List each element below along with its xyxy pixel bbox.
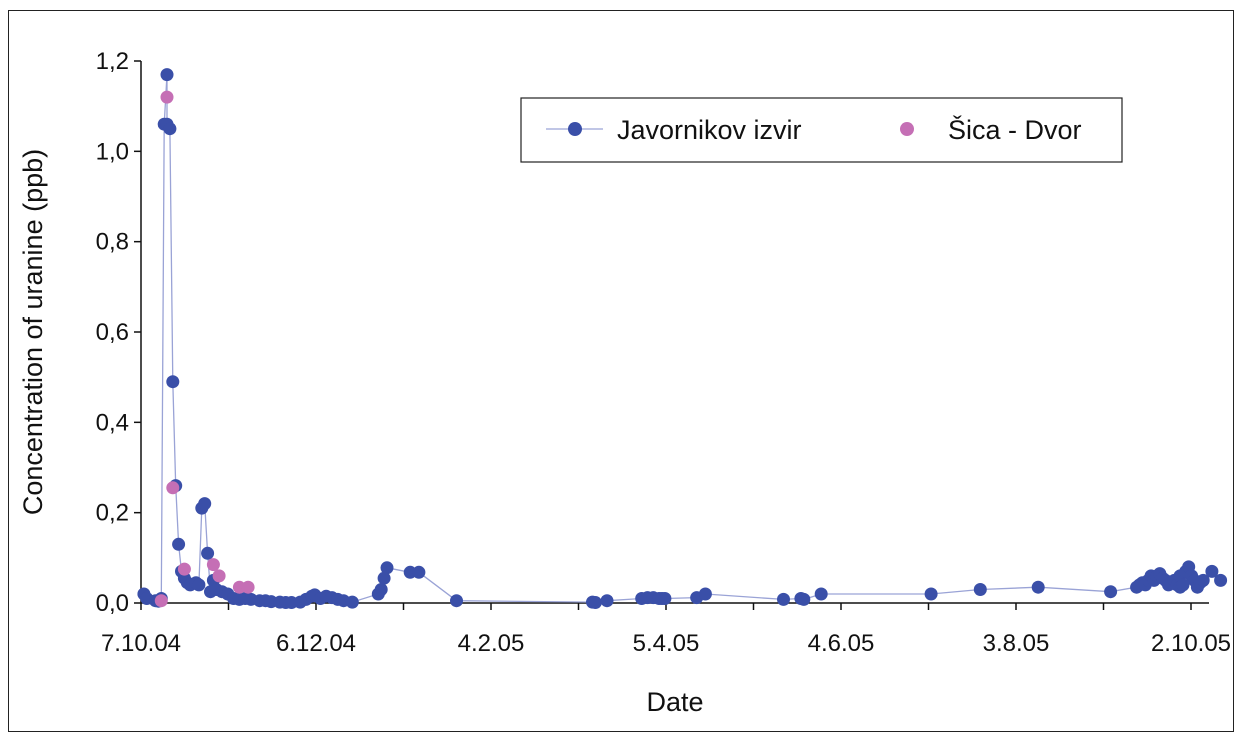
x-tick-label: 4.2.05: [458, 630, 525, 657]
point-sica: [154, 594, 168, 608]
point-javornikov: [924, 587, 938, 601]
x-tick-label: 3.8.05: [983, 630, 1050, 657]
y-tick-label: 0,2: [96, 500, 129, 527]
point-javornikov: [1031, 580, 1045, 594]
legend-marker-javornikov: [568, 122, 582, 136]
point-javornikov: [345, 595, 359, 609]
uranine-chart: 0,0 0,2 0,4 0,6 0,8 1,0 1,2 7.10.04 6.12.04 4.2.…: [18, 48, 1231, 717]
legend-box: [520, 97, 1123, 163]
point-sica: [166, 481, 180, 495]
y-tick-label: 1,0: [96, 138, 129, 165]
point-javornikov: [973, 583, 987, 596]
legend: Javornikov izvir Šica - Dvor: [520, 97, 1123, 163]
data-points: [137, 68, 1228, 609]
point-javornikov: [198, 497, 212, 511]
point-javornikov: [1196, 573, 1210, 587]
point-javornikov: [201, 546, 215, 560]
point-javornikov: [377, 571, 391, 585]
x-ticks: 7.10.04 6.12.04 4.2.05 5.4.05 4.6.05 3.8.05 2.…: [101, 603, 1231, 657]
x-tick-label: 6.12.04: [276, 630, 356, 657]
point-sica: [241, 580, 255, 594]
point-javornikov: [588, 596, 602, 609]
point-javornikov: [166, 375, 180, 389]
x-tick-label: 2.10.05: [1151, 630, 1231, 657]
point-javornikov: [160, 68, 174, 82]
point-sica: [206, 558, 220, 572]
y-axis-title: Concentration of uranine (ppb): [18, 149, 48, 515]
point-javornikov: [450, 594, 463, 608]
y-tick-label: 0,6: [96, 319, 129, 346]
point-sica: [160, 90, 174, 104]
point-javornikov: [172, 537, 186, 551]
y-tick-label: 0,8: [96, 229, 129, 256]
point-javornikov: [192, 578, 206, 592]
point-javornikov: [698, 587, 712, 601]
point-javornikov: [163, 122, 177, 136]
legend-label-javornikov: Javornikov izvir: [617, 115, 802, 145]
point-javornikov: [658, 592, 672, 605]
x-tick-label: 7.10.04: [101, 630, 181, 657]
x-tick-label: 5.4.05: [633, 630, 700, 657]
point-javornikov: [797, 592, 811, 606]
x-tick-label: 4.6.05: [808, 630, 875, 657]
point-javornikov: [777, 592, 790, 606]
point-javornikov: [1205, 564, 1219, 578]
point-javornikov: [412, 565, 426, 579]
legend-marker-sica: [900, 122, 914, 136]
point-javornikov: [600, 594, 614, 608]
point-sica: [177, 562, 191, 576]
y-tick-label: 0,4: [96, 409, 129, 436]
y-tick-label: 1,2: [96, 48, 129, 75]
point-javornikov: [1214, 573, 1228, 587]
chart-frame: 0,0 0,2 0,4 0,6 0,8 1,0 1,2 7.10.04 6.12.04 4.2.…: [8, 10, 1234, 732]
point-javornikov: [380, 561, 394, 575]
point-sica: [212, 569, 226, 583]
y-ticks: 0,0 0,2 0,4 0,6 0,8 1,0 1,2: [96, 48, 141, 617]
point-javornikov: [1176, 578, 1190, 592]
point-javornikov: [1104, 585, 1118, 599]
y-tick-label: 0,0: [96, 590, 129, 617]
x-axis-title: Date: [646, 687, 703, 717]
legend-label-sica: Šica - Dvor: [948, 114, 1082, 145]
point-javornikov: [814, 587, 828, 601]
point-javornikov: [374, 583, 388, 596]
